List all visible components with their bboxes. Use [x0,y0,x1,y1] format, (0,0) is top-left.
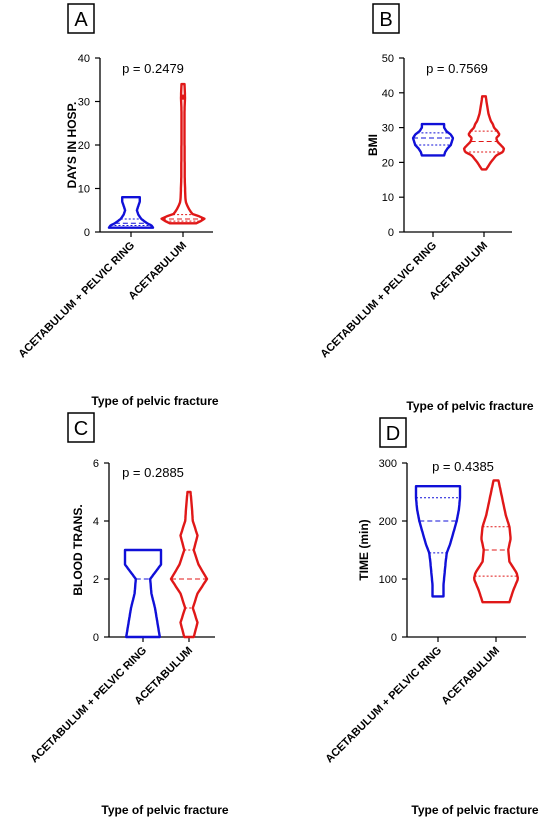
panel-b-letter: B [379,9,392,31]
panel-a-letter: A [74,9,88,31]
panel-c-y-tick-label: 6 [93,458,99,470]
panel-d-y-tick-label: 100 [379,574,397,586]
panel-a-y-tick-label: 40 [78,53,90,65]
panel-a-letter-box [67,3,95,34]
panel-d-x-axis-title: Type of pelvic fracture [411,803,538,817]
panel-d-y-tick-label: 300 [379,458,397,470]
panel-b-y-tick-label: 50 [382,53,394,65]
panel-a-violins [107,82,206,229]
panel-d-violin-2 [473,479,519,604]
panel-d-y-tick-label: 200 [379,516,397,528]
panel-a-y-tick-label: 30 [78,97,90,109]
panel-b-x-axis-title: Type of pelvic fracture [406,399,533,413]
panel-d-p-value: p = 0.4385 [432,459,494,474]
panel-c-violin-1 [123,548,163,639]
panel-a-violin-2 [160,82,206,225]
panel-a-violin-1 [107,196,155,229]
panel-a-category-label-1: ACETABULUM + PELVIC RING [16,240,137,361]
panel-d-category-label-1: ACETABULUM + PELVIC RING [323,645,444,766]
panel-a-y-axis-title: DAYS IN HOSP. [65,102,79,189]
panel-b-letter-box [372,3,400,34]
panel-c-letter-box [67,412,95,443]
panel-b-y-tick-label: 0 [388,227,394,239]
panel-d-y-axis-title: TIME (min) [357,519,371,580]
panel-c-y-tick-label: 0 [93,632,99,644]
panel-d-letter: D [386,423,400,445]
panel-c-x-axis-title: Type of pelvic fracture [101,803,228,817]
panel-d-axes: 0 100 200 300 [379,458,526,644]
panel-b-axes: 0 10 20 30 40 50 [382,53,512,239]
panel-c-violins [123,490,209,639]
panel-d-violins [414,479,519,604]
panel-b-violin-2 [462,95,506,171]
panel-b-y-tick-label: 30 [382,123,394,135]
panel-a-y-tick-label: 0 [84,227,90,239]
panel-d-letter-box [379,417,407,448]
panel-a-x-axis-title: Type of pelvic fracture [91,394,218,408]
panel-d-category-label-2: ACETABULUM [439,645,502,708]
panel-b-category-label-1: ACETABULUM + PELVIC RING [318,240,439,361]
panel-b-violins [411,95,506,171]
panel-b-y-tick-label: 40 [382,88,394,100]
panel-d: D p = 0.4385 TIME (min) Type of pelvic f… [323,417,539,817]
panel-a-y-tick-label: 10 [78,184,90,196]
panel-c-y-tick-label: 4 [93,516,99,528]
panel-c: C p = 0.2885 BLOOD TRANS. Type of pelvic… [28,412,229,817]
panel-a-p-value: p = 0.2479 [122,61,184,76]
panel-b-y-axis-title: BMI [366,134,380,156]
panel-c-y-tick-label: 2 [93,574,99,586]
panel-d-y-tick-label: 0 [391,632,397,644]
panel-b-p-value: p = 0.7569 [426,61,488,76]
panel-c-letter: C [74,418,88,440]
panel-c-p-value: p = 0.2885 [122,465,184,480]
panel-b-y-tick-label: 10 [382,192,394,204]
panel-b-y-tick-label: 20 [382,157,394,169]
panel-a-violin-2-point [180,94,186,100]
panel-b-violin-1 [411,122,455,157]
panel-c-violin-2 [169,490,209,639]
panel-b: B p = 0.7569 BMI Type of pelvic fracture… [318,3,534,413]
panel-a-y-tick-label: 20 [78,140,90,152]
panel-d-violin-1 [414,485,462,598]
panel-a-axes: 0 10 20 30 40 [78,53,213,239]
panel-a: A p = 0.2479 DAYS IN HOSP. Type of pelvi… [16,3,219,408]
panel-c-y-axis-title: BLOOD TRANS. [71,504,85,595]
panel-c-category-label-1: ACETABULUM + PELVIC RING [28,645,149,766]
